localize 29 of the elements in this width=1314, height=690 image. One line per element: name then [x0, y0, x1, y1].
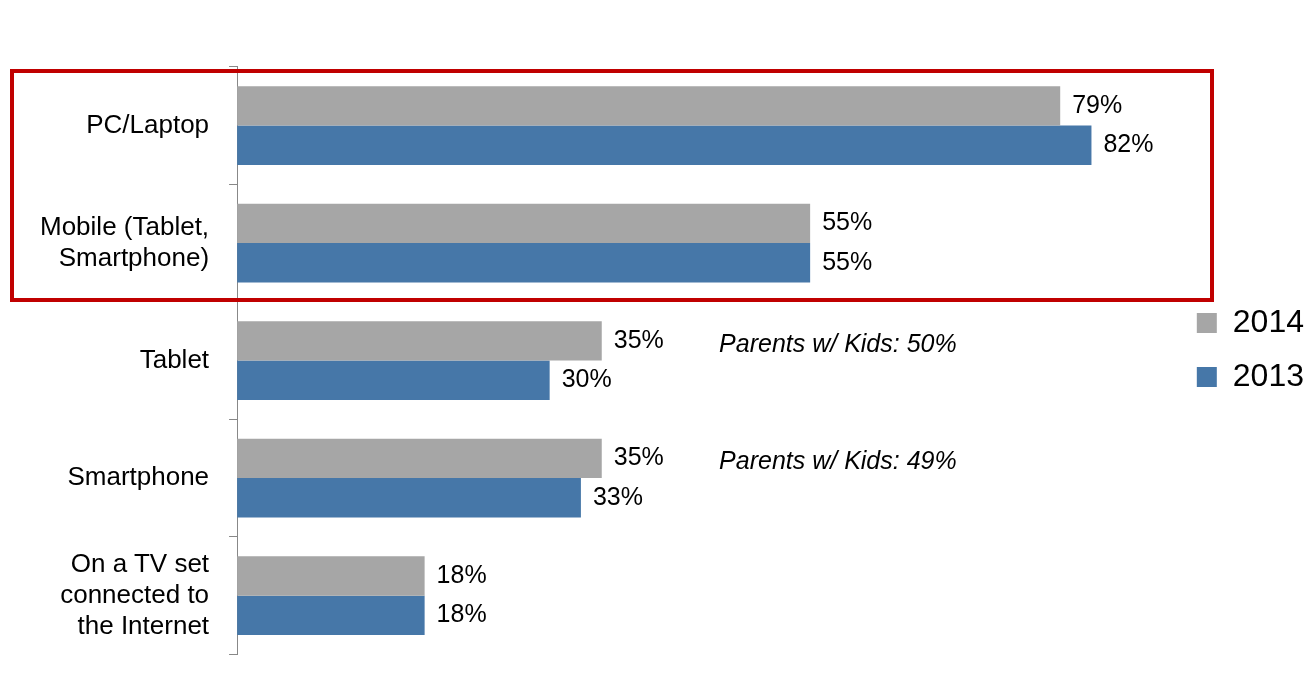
data-label: 55%: [822, 246, 873, 275]
bar: [237, 478, 581, 518]
data-label: 18%: [436, 599, 487, 628]
data-label: 35%: [613, 442, 664, 471]
data-label: 79%: [1072, 89, 1123, 118]
bar: [237, 125, 1092, 165]
data-label: 55%: [822, 207, 873, 236]
data-label: 18%: [436, 559, 487, 588]
data-label: 33%: [592, 481, 643, 510]
data-label: 82%: [1103, 129, 1154, 158]
y-tick-label: On a TV set connected to the Internet: [60, 547, 210, 641]
y-tick-label: PC/Laptop: [86, 108, 210, 139]
data-label: 35%: [613, 324, 664, 353]
bar: [237, 556, 425, 596]
legend-label: 2013: [1232, 356, 1304, 393]
y-tick-label: Smartphone: [67, 461, 210, 492]
annotation: Parents w/ Kids: 50%: [719, 328, 957, 357]
bar: [237, 86, 1061, 126]
y-tick-label: Tablet: [139, 343, 210, 374]
bar: [237, 360, 550, 400]
bar: [237, 243, 811, 283]
annotation: Parents w/ Kids: 49%: [719, 446, 957, 475]
y-tick-label: Mobile (Tablet, Smartphone): [40, 210, 210, 272]
legend-label: 2014: [1232, 302, 1304, 339]
bar: [237, 321, 602, 361]
bar: [237, 595, 425, 636]
bar: [237, 438, 602, 479]
bar: [237, 203, 811, 244]
data-label: 30%: [561, 364, 612, 393]
